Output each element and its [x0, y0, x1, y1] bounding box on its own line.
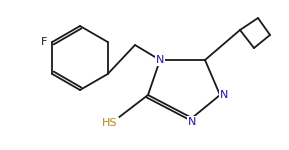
Text: F: F — [41, 37, 47, 47]
Text: N: N — [220, 90, 228, 100]
Text: HS: HS — [102, 118, 118, 128]
Text: N: N — [188, 117, 196, 127]
Text: N: N — [156, 55, 164, 65]
